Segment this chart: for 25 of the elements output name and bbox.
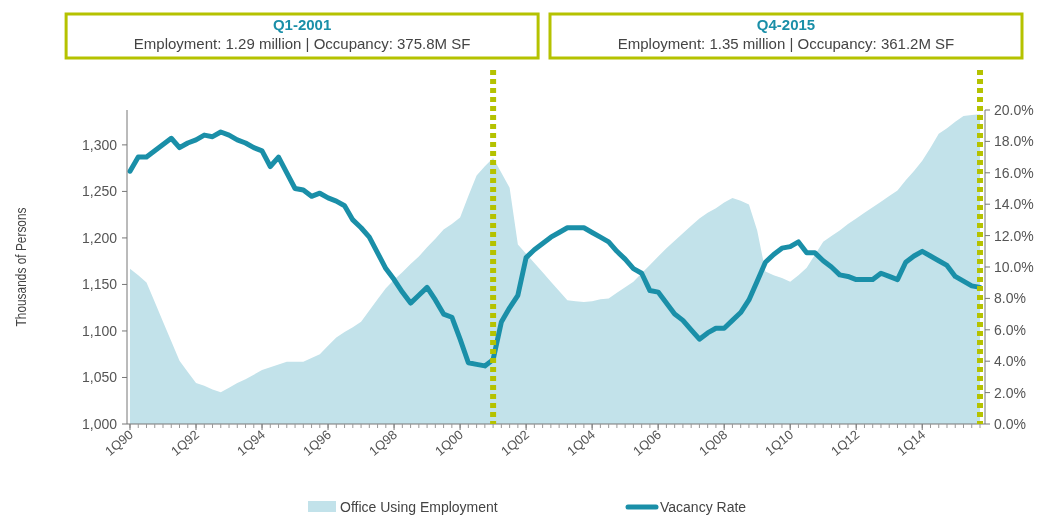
y-tick-label: 1,050 bbox=[81, 369, 118, 386]
y-tick-label: 1,200 bbox=[81, 229, 118, 246]
text: Employment: 1.35 million | Occupancy: 361.2M SF bbox=[617, 35, 955, 52]
y2-tick-label: 20.0% bbox=[994, 101, 1034, 118]
y2-tick-label: 10.0% bbox=[994, 258, 1034, 275]
y-tick-label: 1,150 bbox=[81, 276, 118, 293]
text: Q1-2001 bbox=[272, 16, 332, 33]
y2-tick-label: 14.0% bbox=[994, 196, 1034, 213]
legend-label: Office Using Employment bbox=[340, 498, 498, 515]
y2-tick-label: 6.0% bbox=[994, 321, 1026, 338]
y2-tick-label: 4.0% bbox=[994, 353, 1026, 370]
y2-tick-label: 0.0% bbox=[994, 415, 1026, 432]
y-tick-label: 1,300 bbox=[81, 136, 118, 153]
text: Q4-2015 bbox=[756, 16, 816, 33]
text: Employment: 1.29 million | Occupancy: 375.8M SF bbox=[133, 35, 471, 52]
y-tick-label: 1,100 bbox=[81, 322, 118, 339]
y2-tick-label: 16.0% bbox=[994, 164, 1034, 181]
y-tick-label: 1,250 bbox=[81, 183, 118, 200]
y2-tick-label: 2.0% bbox=[994, 384, 1026, 401]
y2-tick-label: 8.0% bbox=[994, 290, 1026, 307]
y-axis-title: Thousands of Persons bbox=[13, 207, 30, 327]
y2-tick-label: 18.0% bbox=[994, 133, 1034, 150]
legend-label: Vacancy Rate bbox=[660, 498, 747, 515]
y2-tick-label: 12.0% bbox=[994, 227, 1034, 244]
y-tick-label: 1,000 bbox=[81, 415, 118, 432]
